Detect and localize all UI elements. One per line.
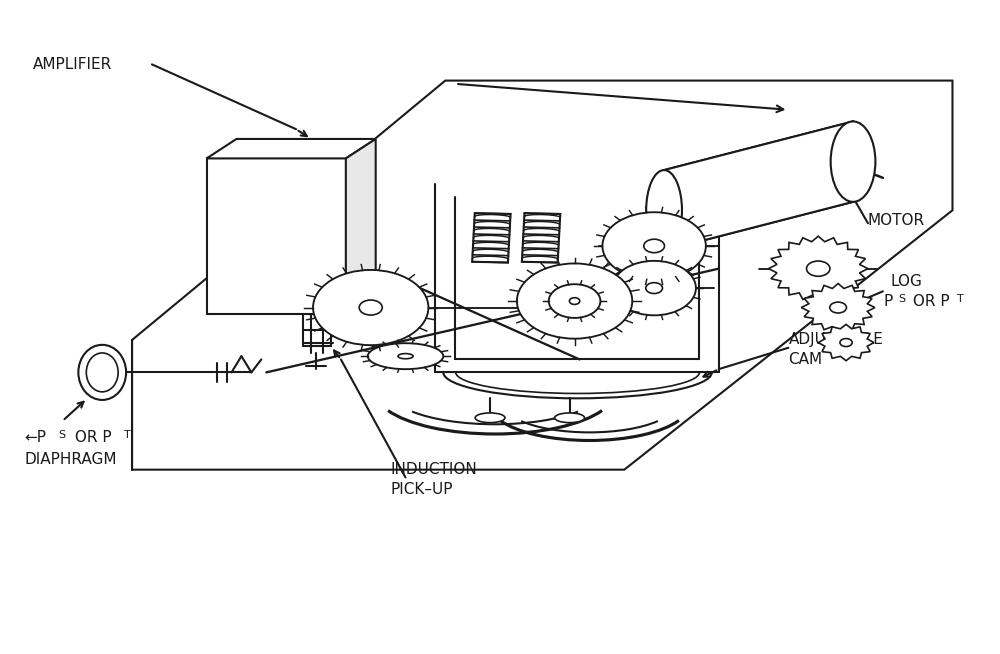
Text: PICK–UP: PICK–UP — [391, 481, 453, 496]
Text: OR P: OR P — [70, 430, 112, 445]
Polygon shape — [207, 139, 376, 158]
Ellipse shape — [569, 298, 580, 304]
Text: CAM: CAM — [788, 352, 823, 367]
Polygon shape — [801, 284, 875, 332]
Ellipse shape — [646, 283, 662, 294]
Ellipse shape — [517, 264, 632, 339]
Ellipse shape — [549, 284, 600, 318]
Circle shape — [840, 339, 852, 347]
Ellipse shape — [644, 239, 664, 252]
Ellipse shape — [612, 261, 696, 315]
Polygon shape — [346, 139, 376, 314]
Text: P: P — [884, 294, 893, 309]
Polygon shape — [664, 122, 853, 250]
Polygon shape — [818, 324, 874, 361]
Ellipse shape — [359, 300, 382, 315]
Text: DIAPHRAGM: DIAPHRAGM — [25, 453, 117, 468]
Text: T: T — [124, 430, 131, 441]
Text: S: S — [898, 294, 905, 304]
Ellipse shape — [398, 354, 413, 359]
Polygon shape — [768, 236, 868, 301]
Ellipse shape — [555, 413, 585, 422]
Text: T: T — [957, 294, 964, 304]
Circle shape — [807, 261, 830, 276]
Ellipse shape — [831, 122, 875, 202]
Ellipse shape — [368, 343, 443, 369]
Text: OR P: OR P — [908, 294, 949, 309]
Text: S: S — [58, 430, 66, 441]
Text: ADJUSTABLE: ADJUSTABLE — [788, 332, 883, 347]
Text: ←P: ←P — [25, 430, 47, 445]
Ellipse shape — [602, 213, 706, 280]
Circle shape — [830, 302, 846, 313]
Polygon shape — [132, 80, 952, 470]
Ellipse shape — [646, 170, 682, 250]
Ellipse shape — [313, 270, 428, 345]
Polygon shape — [522, 213, 560, 262]
Text: AMPLIFIER: AMPLIFIER — [33, 57, 112, 72]
Text: INDUCTION: INDUCTION — [391, 462, 477, 477]
Ellipse shape — [78, 345, 126, 400]
Ellipse shape — [86, 353, 118, 392]
Ellipse shape — [563, 294, 586, 309]
Ellipse shape — [475, 413, 505, 422]
Polygon shape — [472, 213, 511, 262]
Text: LOG: LOG — [891, 274, 923, 289]
Text: MOTOR: MOTOR — [868, 213, 925, 228]
Polygon shape — [207, 158, 346, 314]
